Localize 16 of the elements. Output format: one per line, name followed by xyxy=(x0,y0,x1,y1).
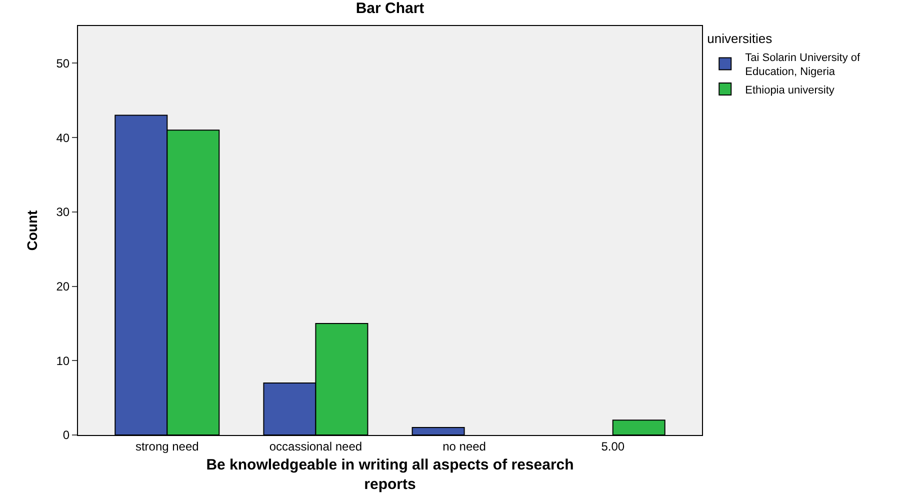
y-tick-label: 50 xyxy=(56,56,70,70)
legend-label: Ethiopia university xyxy=(745,84,835,96)
chart-title: Bar Chart xyxy=(356,0,424,18)
legend-title: universities xyxy=(707,30,773,46)
y-tick-label: 20 xyxy=(56,279,70,294)
y-tick-label: 40 xyxy=(56,130,70,145)
x-tick-label: 5.00 xyxy=(601,439,625,454)
y-axis-title: Count xyxy=(24,210,40,251)
x-tick-label: strong need xyxy=(135,439,199,454)
y-tick-label: 10 xyxy=(56,354,70,368)
y-tick-label: 30 xyxy=(56,205,70,220)
x-tick-label: occassional need xyxy=(269,439,362,454)
x-axis-title: Be knowledgeable in writing all aspects of research reports xyxy=(206,456,574,493)
legend-label: Tai Solarin University of Education, Nigeria xyxy=(745,52,861,78)
y-tick-label: 0 xyxy=(62,428,70,442)
x-tick-label: no need xyxy=(442,439,486,454)
